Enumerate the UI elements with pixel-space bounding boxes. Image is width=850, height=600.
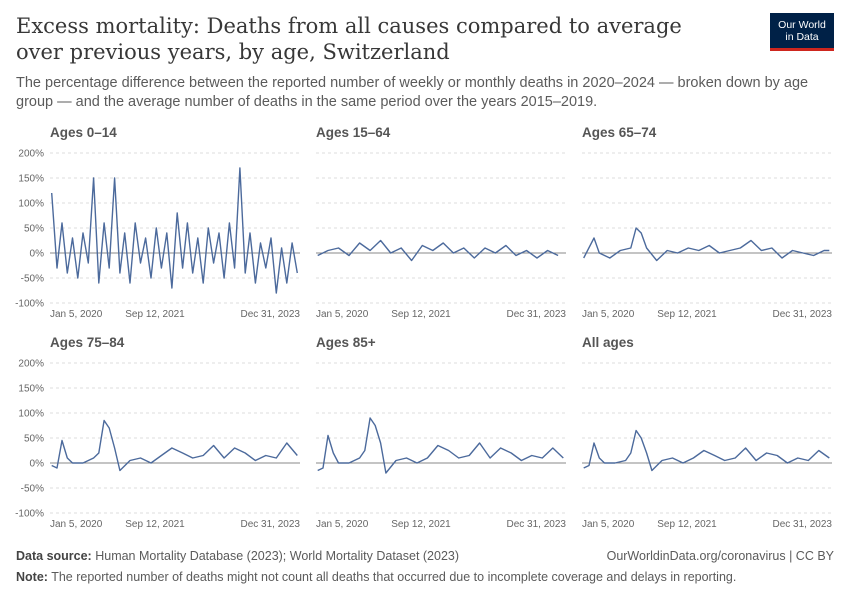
owid-attribution-link[interactable]: OurWorldinData.org/coronavirus | CC BY: [606, 549, 834, 563]
x-tick-label: Jan 5, 2020: [582, 519, 635, 530]
data-source-link[interactable]: Human Mortality Database (2023); World M…: [95, 549, 460, 563]
x-tick-label: Jan 5, 2020: [50, 309, 103, 320]
owid-logo[interactable]: Our World in Data: [770, 13, 834, 51]
series-line: [583, 227, 830, 262]
x-tick-label: Jan 5, 2020: [50, 519, 103, 530]
x-tick-label: Sep 12, 2021: [657, 309, 717, 320]
series-line: [317, 417, 564, 474]
panel-title: Ages 15–64: [316, 125, 391, 140]
data-source: Data source: Human Mortality Database (2…: [16, 549, 459, 563]
series-line: [583, 429, 830, 472]
series-line: [317, 239, 559, 262]
x-tick-label: Dec 31, 2023: [241, 309, 301, 320]
x-tick-label: Sep 12, 2021: [391, 309, 451, 320]
y-tick-label: 150%: [18, 174, 44, 185]
x-tick-label: Jan 5, 2020: [582, 309, 635, 320]
y-tick-label: -100%: [15, 509, 44, 520]
y-tick-label: 100%: [18, 409, 44, 420]
y-tick-label: 200%: [18, 149, 44, 160]
x-tick-label: Jan 5, 2020: [316, 519, 369, 530]
small-multiples-chart: Ages 0–14 200% 150% 100% 50% 0% -50% -100% Jan 5…: [15, 125, 833, 530]
panel-title: Ages 0–14: [50, 125, 117, 140]
x-tick-label: Sep 12, 2021: [391, 519, 451, 530]
x-tick-label: Dec 31, 2023: [507, 519, 567, 530]
x-tick-label: Dec 31, 2023: [773, 309, 833, 320]
y-tick-label: 50%: [24, 434, 44, 445]
x-tick-label: Sep 12, 2021: [657, 519, 717, 530]
chart-note: Note: The reported number of deaths migh…: [16, 570, 736, 584]
panel-title: Ages 75–84: [50, 335, 125, 350]
y-tick-label: -50%: [21, 274, 44, 285]
x-tick-label: Jan 5, 2020: [316, 309, 369, 320]
x-tick-label: Sep 12, 2021: [125, 309, 185, 320]
y-tick-label: 0%: [30, 459, 45, 470]
y-tick-label: 50%: [24, 224, 44, 235]
x-tick-label: Dec 31, 2023: [507, 309, 567, 320]
y-tick-label: 150%: [18, 384, 44, 395]
y-tick-label: 200%: [18, 359, 44, 370]
series-line: [51, 419, 298, 472]
data-source-label: Data source:: [16, 549, 92, 563]
panel-title: Ages 65–74: [582, 125, 657, 140]
x-tick-label: Sep 12, 2021: [125, 519, 185, 530]
panel-title: Ages 85+: [316, 335, 376, 350]
chart-title: Excess mortality: Deaths from all causes…: [16, 14, 682, 64]
x-tick-label: Dec 31, 2023: [773, 519, 833, 530]
y-tick-label: -100%: [15, 299, 44, 310]
y-tick-label: 0%: [30, 249, 45, 260]
logo-line-1: Our World: [778, 19, 826, 31]
y-tick-label: -50%: [21, 484, 44, 495]
logo-line-2: in Data: [785, 31, 819, 43]
series-line: [51, 167, 298, 294]
y-tick-label: 100%: [18, 199, 44, 210]
note-label: Note:: [16, 570, 48, 584]
chart-subtitle: The percentage difference between the re…: [16, 75, 809, 110]
note-text: The reported number of deaths might not …: [51, 570, 737, 584]
x-tick-label: Dec 31, 2023: [241, 519, 301, 530]
panel-title: All ages: [582, 335, 634, 350]
